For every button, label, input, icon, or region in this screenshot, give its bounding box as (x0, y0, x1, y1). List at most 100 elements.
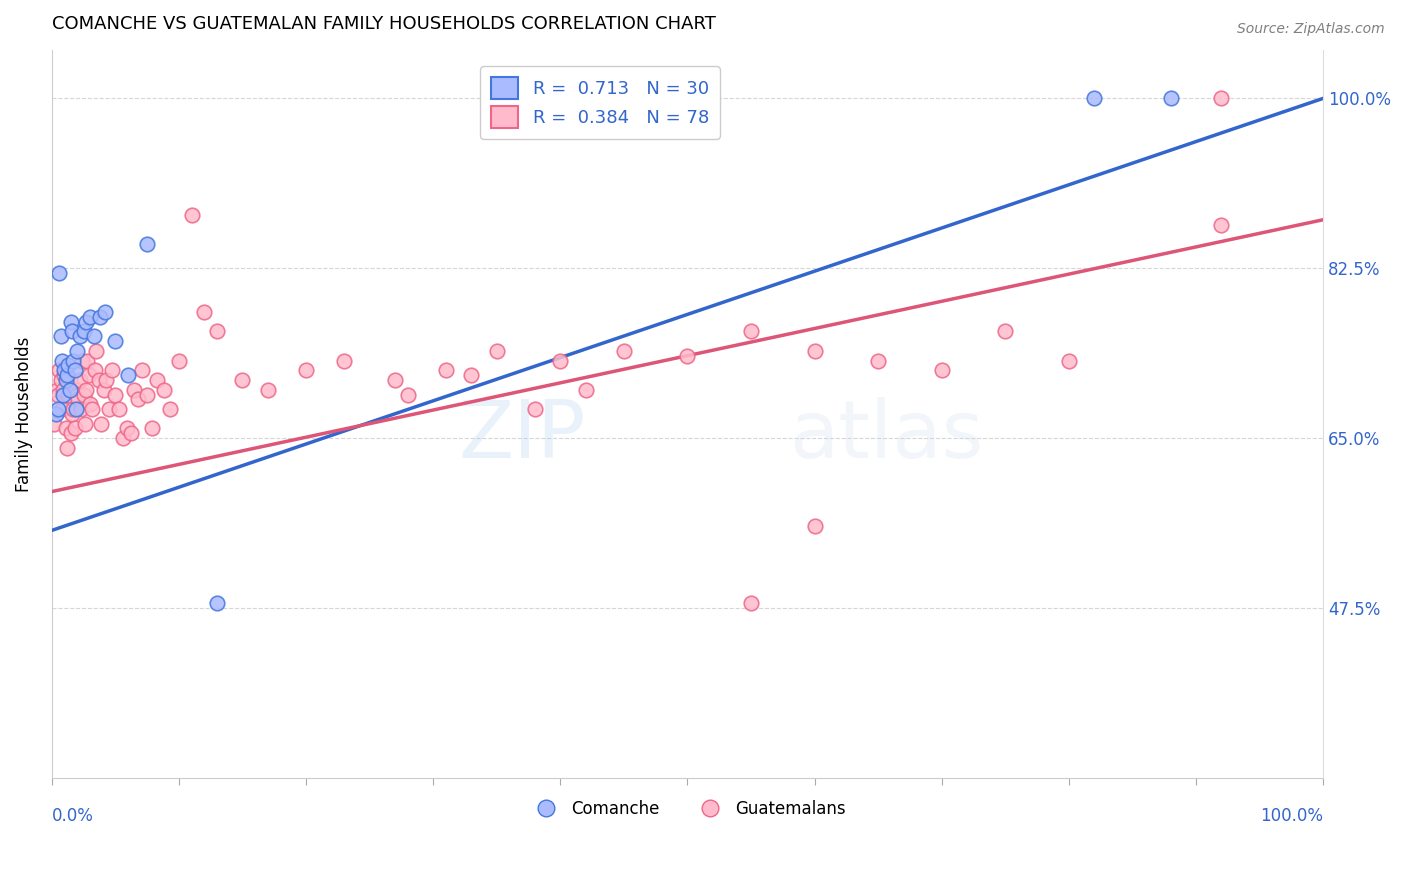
Point (104, 334, 127, 348)
Point (676, 349, 699, 363)
Point (60, 407, 83, 421)
Text: 100.0%: 100.0% (1260, 807, 1323, 825)
Point (59, 426, 82, 441)
Point (205, 596, 228, 610)
Point (523, 402, 546, 417)
Point (124, 383, 146, 397)
Point (136, 237, 159, 252)
Point (115, 421, 138, 435)
Point (131, 363, 153, 377)
Point (1160, 91, 1182, 105)
Point (62, 353, 84, 368)
Point (63, 421, 86, 435)
Point (740, 325, 762, 339)
Point (56, 368, 79, 382)
Point (49, 329, 72, 343)
Point (575, 383, 598, 397)
Point (46, 387, 69, 401)
Point (65, 383, 87, 397)
Point (55, 373, 77, 387)
Point (159, 402, 181, 417)
Point (53, 363, 76, 377)
Point (550, 353, 572, 368)
Point (167, 353, 190, 368)
Text: atlas: atlas (789, 397, 984, 475)
Point (1083, 91, 1105, 105)
Legend: Comanche, Guatemalans: Comanche, Guatemalans (523, 793, 852, 824)
Point (257, 383, 280, 397)
Point (72, 325, 94, 339)
Point (63, 363, 86, 377)
Point (152, 383, 174, 397)
Point (460, 368, 482, 382)
Point (87, 373, 110, 387)
Point (46, 402, 69, 417)
Point (111, 431, 134, 445)
Point (58, 383, 80, 397)
Point (108, 402, 131, 417)
Text: COMANCHE VS GUATEMALAN FAMILY HOUSEHOLDS CORRELATION CHART: COMANCHE VS GUATEMALAN FAMILY HOUSEHOLDS… (52, 15, 716, 33)
Point (84, 363, 107, 377)
Point (136, 387, 159, 401)
Y-axis label: Family Households: Family Households (15, 336, 32, 491)
Point (83, 329, 105, 343)
Point (104, 387, 127, 401)
Point (868, 353, 890, 368)
Point (434, 363, 457, 377)
Point (79, 310, 101, 324)
Point (77, 368, 100, 382)
Point (58, 387, 80, 401)
Point (48, 363, 70, 377)
Point (79, 397, 101, 411)
Point (58, 359, 80, 373)
Point (96, 373, 118, 387)
Point (51, 402, 73, 417)
Point (76, 353, 98, 368)
Point (90, 417, 112, 431)
Text: 0.0%: 0.0% (52, 807, 94, 825)
Point (72, 353, 94, 368)
Point (396, 387, 419, 401)
Point (1057, 353, 1080, 368)
Point (141, 421, 163, 435)
Point (73, 417, 96, 431)
Point (146, 373, 169, 387)
Point (60, 325, 83, 339)
Point (52, 383, 75, 397)
Point (994, 325, 1017, 339)
Point (51, 353, 73, 368)
Point (97, 402, 120, 417)
Point (803, 518, 825, 533)
Point (193, 305, 215, 319)
Point (56, 441, 79, 455)
Point (59, 315, 82, 329)
Point (1211, 218, 1233, 232)
Point (127, 392, 149, 407)
Point (48, 266, 70, 280)
Point (180, 208, 202, 222)
Point (94, 305, 117, 319)
Point (58, 373, 80, 387)
Point (93, 383, 115, 397)
Point (333, 353, 356, 368)
Point (205, 325, 228, 339)
Point (49, 373, 72, 387)
Point (62, 402, 84, 417)
Point (384, 373, 406, 387)
Point (231, 373, 253, 387)
Point (67, 392, 90, 407)
Point (66, 387, 89, 401)
Point (66, 343, 89, 358)
Point (53, 368, 76, 382)
Point (44, 417, 66, 431)
Point (45, 383, 67, 397)
Point (82, 402, 104, 417)
Point (485, 343, 508, 358)
Point (100, 363, 122, 377)
Point (65, 402, 87, 417)
Point (613, 343, 636, 358)
Point (45, 407, 67, 421)
Point (803, 343, 825, 358)
Point (1211, 91, 1233, 105)
Point (69, 329, 91, 343)
